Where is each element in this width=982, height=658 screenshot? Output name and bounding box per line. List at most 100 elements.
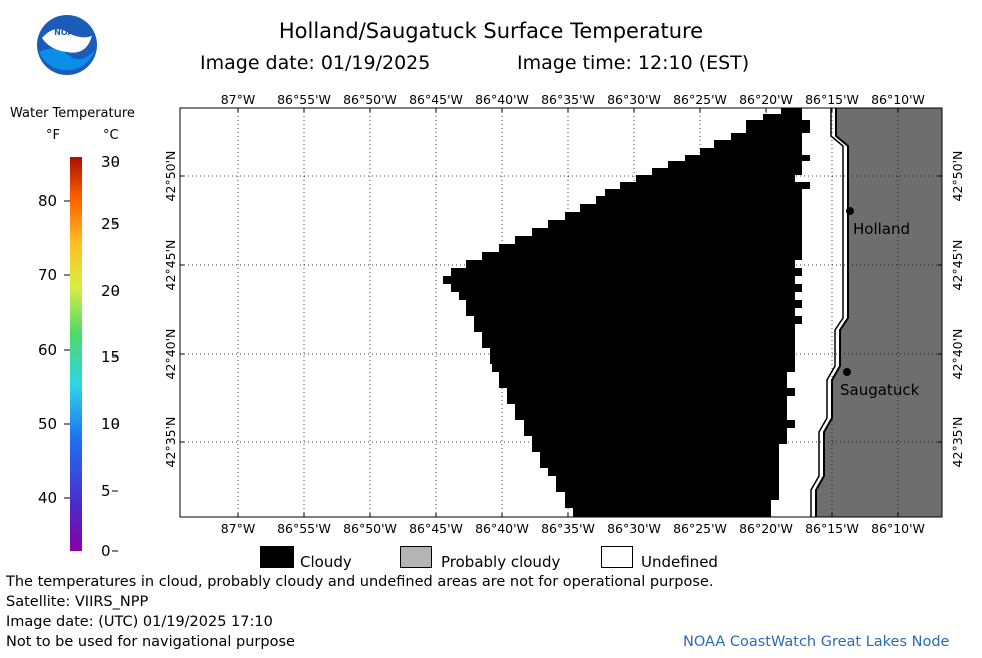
cloud-cell (499, 380, 787, 388)
colorbar (64, 157, 118, 552)
legend-swatch-undefined (601, 546, 633, 568)
colorbar-title: Water Temperature (10, 106, 135, 121)
cloud-cell (515, 404, 787, 412)
cloud-cell (474, 324, 795, 332)
cloud-cell (668, 161, 802, 168)
cloud-cell (556, 484, 779, 492)
lat-label-left: 42°35'N (163, 416, 178, 468)
cloud-cell (451, 284, 802, 292)
c-tick-label: 25 (101, 215, 121, 233)
cloud-cell (524, 420, 795, 428)
cloud-cell (565, 492, 779, 500)
lon-label-bottom: 86°55'W (277, 521, 331, 536)
lat-label-right: 42°50'N (950, 150, 965, 202)
cloud-cell (548, 468, 779, 476)
cloud-cell (573, 508, 771, 517)
lat-label-right: 42°35'N (950, 416, 965, 468)
c-tick-label: 0 (101, 542, 111, 560)
land-area (816, 108, 942, 517)
f-tick-label: 80 (38, 192, 58, 210)
cloud-cell (565, 212, 802, 220)
noaa-logo-text: NOAA (54, 28, 80, 37)
lon-label-top: 86°35'W (541, 92, 595, 107)
cloud-cell (515, 236, 802, 244)
c-tick-label: 15 (101, 348, 121, 366)
coastline-inner (810, 108, 844, 517)
cloud-cell (443, 276, 795, 284)
credit-link[interactable]: NOAA CoastWatch Great Lakes Node (683, 634, 950, 650)
cloud-cell (482, 252, 802, 260)
lon-label-bottom: 87°W (220, 521, 256, 536)
cloud-cell (507, 396, 787, 404)
cloud-cell (490, 348, 795, 356)
lon-label-bottom: 86°15'W (805, 521, 859, 536)
image-date: Image date: 01/19/2025 (200, 52, 431, 74)
cloud-cell (540, 460, 779, 468)
cloud-cell (746, 127, 810, 133)
c-tick-label: 20 (101, 282, 121, 300)
cloud-cell (466, 260, 795, 268)
c-tick-label: 30 (101, 153, 121, 171)
lon-label-top: 86°15'W (805, 92, 859, 107)
cloud-cell (596, 196, 802, 204)
legend-label-cloudy: Cloudy (300, 553, 352, 571)
colorbar-unit-c: °C (103, 128, 119, 143)
lon-label-top: 86°55'W (277, 92, 331, 107)
celsius-ticks (112, 161, 118, 552)
map (179, 107, 943, 518)
cloud-cell (474, 316, 802, 324)
fahrenheit-ticks (64, 200, 70, 499)
lon-label-bottom: 86°20'W (739, 521, 793, 536)
lat-label-right: 42°40'N (950, 328, 965, 380)
legend-label-undefined: Undefined (641, 553, 718, 571)
colorbar-gradient (70, 157, 82, 551)
utc-date-text: Image date: (UTC) 01/19/2025 17:10 (6, 614, 273, 630)
cloud-cell (482, 340, 795, 348)
f-tick-label: 50 (38, 415, 58, 433)
page-title: Holland/Saugatuck Surface Temperature (278, 19, 704, 43)
cloud-cell (620, 182, 810, 189)
legend-swatch-cloudy (260, 546, 294, 568)
navigation-warning: Not to be used for navigational purpose (6, 634, 295, 650)
city-label-holland: Holland (853, 220, 911, 238)
city-marker-saugatuck (843, 368, 851, 376)
cloud-cell (459, 292, 795, 300)
cloud-cell (652, 168, 802, 175)
lon-label-bottom: 86°10'W (871, 521, 925, 536)
cloud-cell (532, 228, 802, 236)
cloud-cell (781, 108, 802, 114)
lon-label-bottom: 86°40'W (475, 521, 529, 536)
cloud-cell (580, 204, 802, 212)
cloud-cell (685, 155, 810, 161)
cloud-cell (492, 364, 795, 372)
cloud-cell (466, 308, 795, 316)
lon-label-top: 87°W (220, 92, 256, 107)
cloud-cell (556, 476, 779, 484)
lat-label-right: 42°45'N (950, 239, 965, 291)
city-marker-holland (846, 207, 854, 215)
cloud-cell (499, 244, 802, 252)
f-tick-label: 40 (38, 489, 58, 507)
cloud-cell (515, 412, 787, 420)
lon-label-top: 86°20'W (739, 92, 793, 107)
lon-label-top: 86°50'W (343, 92, 397, 107)
cloud-cell (746, 120, 810, 127)
cloud-cell (490, 356, 795, 364)
noaa-logo: NOAA (37, 15, 97, 75)
cloud-cell (524, 428, 787, 436)
lon-label-bottom: 86°50'W (343, 521, 397, 536)
cloud-cell (451, 268, 802, 276)
lon-label-top: 86°25'W (673, 92, 727, 107)
legend-label-probably-cloudy: Probably cloudy (441, 553, 561, 571)
cloud-cell (700, 148, 802, 155)
cloud-cell (565, 500, 771, 508)
legend-swatch-probably-cloudy (400, 546, 432, 568)
cloud-cell (532, 444, 779, 452)
cloud-cell (605, 189, 802, 196)
cloud-cell (507, 388, 795, 396)
map-layer (179, 107, 943, 518)
cloud-cell (636, 175, 795, 182)
f-tick-label: 70 (38, 266, 58, 284)
cloud-cell (482, 332, 795, 340)
lat-label-left: 42°45'N (163, 239, 178, 291)
